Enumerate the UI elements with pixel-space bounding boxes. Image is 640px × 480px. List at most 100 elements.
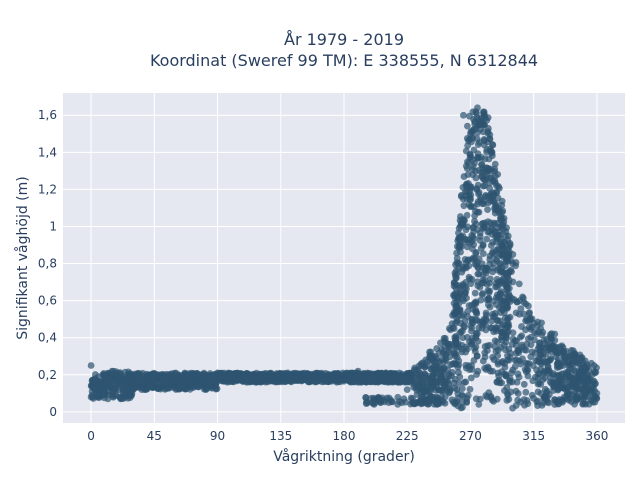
data-point (546, 339, 554, 347)
data-point (573, 383, 580, 391)
data-point (506, 377, 513, 385)
data-point (489, 268, 497, 276)
data-point (503, 390, 511, 397)
data-point (462, 361, 470, 369)
data-point (472, 308, 480, 316)
data-point (499, 321, 507, 328)
data-point (498, 305, 506, 313)
data-point (228, 371, 236, 379)
data-point (312, 372, 320, 380)
data-point (434, 397, 442, 405)
data-point (473, 352, 481, 360)
data-point (101, 389, 109, 397)
data-point (534, 374, 542, 382)
data-point (362, 394, 370, 401)
data-point (469, 319, 477, 327)
data-point (407, 400, 415, 408)
data-point (479, 182, 487, 190)
data-point (471, 300, 478, 308)
data-point (486, 303, 494, 311)
data-point (478, 291, 486, 298)
data-point (460, 379, 468, 386)
data-point (505, 252, 512, 259)
x-tick-label: 0 (87, 429, 95, 443)
data-point (558, 384, 566, 392)
data-point (495, 278, 502, 286)
data-point (186, 385, 194, 393)
x-tick-label: 225 (396, 429, 419, 443)
data-point (512, 387, 520, 395)
data-point (459, 183, 467, 191)
data-point (475, 270, 483, 278)
data-point (150, 375, 158, 382)
data-point (493, 235, 501, 242)
data-point (478, 154, 485, 161)
data-point (528, 315, 536, 323)
x-tick-label: 90 (210, 429, 225, 443)
data-point (524, 372, 532, 380)
data-point (403, 386, 411, 394)
data-point (494, 170, 502, 178)
data-point (284, 369, 292, 377)
data-point (508, 295, 516, 302)
x-tick-label: 315 (522, 429, 545, 443)
data-point (573, 357, 581, 365)
data-point (471, 260, 479, 268)
data-point (538, 360, 545, 368)
data-point (525, 360, 533, 367)
data-point (486, 275, 494, 283)
data-point (193, 376, 200, 384)
data-point (458, 268, 466, 276)
data-point (149, 384, 157, 392)
data-point (498, 336, 506, 344)
data-point (527, 326, 535, 333)
data-point (489, 248, 497, 256)
data-point (468, 365, 476, 373)
data-point (452, 284, 460, 292)
y-tick-label: 1,6 (38, 108, 57, 122)
data-point (591, 398, 599, 406)
data-point (332, 372, 340, 380)
data-point (462, 192, 470, 200)
data-point (475, 400, 483, 408)
data-point (525, 310, 533, 318)
data-point (497, 216, 505, 224)
data-point (394, 400, 402, 408)
data-point (486, 341, 494, 349)
data-point (537, 325, 545, 332)
data-point (511, 356, 519, 364)
data-point (533, 366, 540, 374)
data-point (298, 376, 306, 384)
data-point (125, 368, 132, 376)
data-point (474, 200, 481, 208)
data-point (466, 239, 474, 247)
data-point (375, 374, 383, 382)
data-point (366, 375, 374, 383)
data-point (487, 147, 495, 155)
data-point (287, 375, 294, 383)
data-point (91, 371, 99, 378)
data-point (509, 366, 517, 374)
data-point (558, 375, 565, 383)
data-point (463, 165, 471, 172)
chart-title-line-1: År 1979 - 2019 (284, 30, 404, 49)
data-point (459, 220, 466, 227)
data-point (504, 319, 512, 327)
data-point (248, 374, 256, 382)
data-point (450, 379, 458, 387)
data-point (524, 335, 532, 343)
data-point (558, 397, 566, 405)
data-point (160, 376, 168, 384)
data-point (264, 372, 271, 380)
data-point (496, 379, 504, 387)
data-point (455, 260, 463, 267)
data-point (488, 317, 496, 325)
data-point (565, 352, 573, 360)
data-point (105, 383, 112, 391)
data-point (581, 393, 588, 401)
data-point (458, 385, 466, 392)
data-point (119, 381, 127, 389)
data-point (465, 201, 473, 208)
data-point (460, 111, 467, 119)
data-point (502, 232, 509, 240)
